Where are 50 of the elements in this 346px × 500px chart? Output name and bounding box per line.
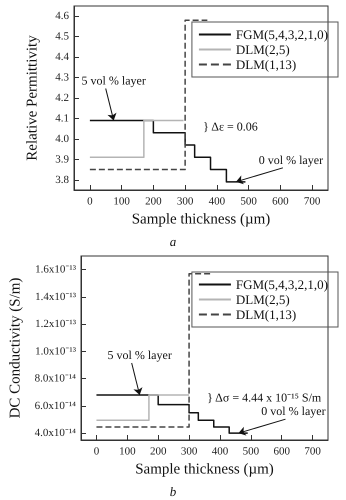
x-tick-label: 600 (272, 196, 290, 208)
y-tick-label: 4.2 (55, 92, 69, 104)
y-tick-label: 1.2x10⁻¹³ (35, 318, 77, 330)
annotation: } Δσ = 4.44 x 10⁻¹⁵ S/m (207, 390, 322, 405)
x-axis-title: Sample thickness (µm) (132, 212, 270, 228)
legend-label: DLM(1,13) (236, 57, 296, 72)
x-tick-label: 0 (87, 196, 94, 208)
x-tick-label: 600 (273, 446, 290, 458)
x-tick-label: 300 (180, 446, 198, 458)
x-tick-label: 200 (145, 196, 162, 208)
annotation: 0 vol % layer (261, 404, 326, 418)
annotation: 5 vol % layer (108, 348, 172, 362)
y-tick-label: 8.0x10⁻¹⁴ (34, 372, 76, 385)
x-tick-label: 700 (304, 446, 322, 458)
x-tick-label: 0 (94, 446, 100, 458)
x-tick-label: 100 (113, 196, 130, 208)
x-tick-label: 400 (212, 446, 229, 458)
y-tick-label: 4.4 (55, 51, 70, 64)
y-tick-label: 4.3 (55, 72, 70, 84)
legend-label: DLM(2,5) (236, 292, 290, 307)
y-tick-label: 4.0x10⁻¹⁴ (34, 427, 76, 440)
x-tick-label: 500 (242, 446, 260, 458)
y-tick-label: 4.0 (55, 132, 70, 145)
legend-label: FGM(5,4,3,2,1,0) (236, 277, 328, 292)
y-axis-title: DC Conductivity (S/m) (8, 278, 24, 418)
legend-label: DLM(2,5) (236, 42, 290, 57)
text: b (170, 484, 177, 499)
y-tick-label: 1.0x10⁻¹³ (35, 345, 77, 358)
y-tick-label: 4.6 (55, 10, 70, 22)
y-tick-label: 6.0x10⁻¹⁴ (34, 400, 76, 412)
legend-label: DLM(1,13) (236, 307, 296, 322)
annotation: 5 vol % layer (82, 73, 146, 88)
y-tick-label: 4.5 (55, 30, 70, 43)
annotation: } Δε = 0.06 (203, 120, 258, 134)
x-tick-label: 400 (208, 196, 226, 208)
y-tick-label: 3.9 (55, 153, 70, 166)
x-tick-label: 300 (176, 196, 194, 208)
text: a (170, 234, 177, 249)
legend-label: FGM(5,4,3,2,1,0) (236, 27, 328, 42)
y-tick-label: 4.1 (55, 112, 69, 124)
x-tick-label: 500 (240, 196, 258, 208)
x-axis-title: Sample thickness (µm) (135, 462, 274, 478)
x-tick-label: 200 (150, 446, 167, 458)
y-tick-label: 1.6x10⁻¹³ (35, 264, 77, 276)
annotation: 0 vol % layer (258, 152, 324, 167)
y-axis-title: Relative Permittivity (24, 34, 40, 161)
x-tick-label: 700 (304, 196, 321, 208)
y-tick-label: 3.8 (55, 174, 70, 186)
y-tick-label: 1.4x10⁻¹³ (35, 290, 77, 303)
x-tick-label: 100 (119, 446, 136, 458)
